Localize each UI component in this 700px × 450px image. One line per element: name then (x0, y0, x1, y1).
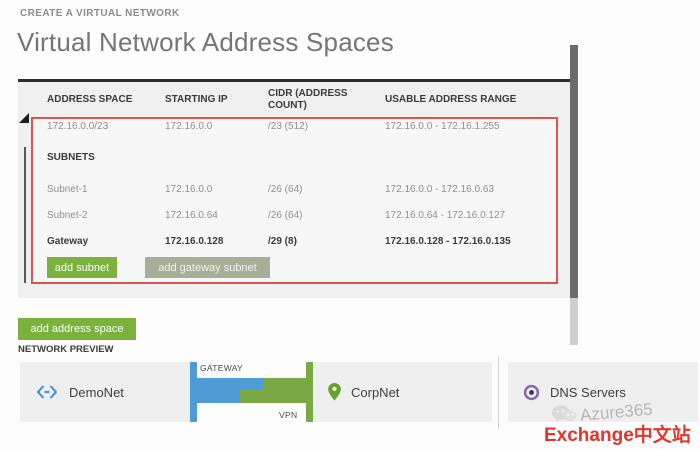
dns-target-icon (523, 384, 540, 401)
usable-range-value: 172.16.0.128 - 172.16.0.135 (385, 236, 511, 247)
starting-ip-value: 172.16.0.128 (165, 236, 224, 247)
subnet-name: Subnet-1 (47, 184, 88, 195)
corpnet-edge-strip (306, 362, 313, 422)
highlight-rectangle (31, 117, 558, 284)
vnet-edge-strip (190, 362, 197, 422)
corpnet-box: CorpNet (313, 362, 492, 422)
cidr-value: /26 (64) (268, 210, 303, 221)
scrollbar-track (570, 298, 578, 345)
table-row-subnet-2[interactable]: Subnet-2 172.16.0.64 /26 (64) 172.16.0.6… (0, 210, 560, 226)
network-preview-label: NETWORK PREVIEW (18, 344, 114, 355)
address-space-value: 172.16.0.0/23 (47, 121, 109, 132)
watermark-brand: Azure365 (550, 397, 654, 431)
breadcrumb: CREATE A VIRTUAL NETWORK (20, 8, 180, 19)
table-row-gateway[interactable]: Gateway 172.16.0.128 /29 (8) 172.16.0.12… (0, 236, 560, 252)
column-header-address-space: ADDRESS SPACE (47, 94, 133, 105)
virtual-network-icon (35, 384, 59, 400)
dns-name: DNS Servers (550, 384, 626, 400)
wechat-icon (550, 403, 578, 430)
starting-ip-value: 172.16.0.0 (165, 121, 213, 132)
starting-ip-value: 172.16.0.64 (165, 210, 218, 221)
gateway-connector-blue (197, 378, 263, 390)
add-subnet-button[interactable]: add subnet (47, 257, 117, 278)
starting-ip-value: 172.16.0.0 (165, 184, 213, 195)
subnet-name: Gateway (47, 236, 89, 247)
expander-triangle-icon[interactable] (19, 113, 29, 123)
corpnet-name: CorpNet (351, 384, 400, 400)
cidr-value: /26 (64) (268, 184, 303, 195)
scrollbar-thumb[interactable] (570, 45, 578, 298)
cidr-value: /23 (512) (268, 121, 309, 132)
gateway-label: GATEWAY (200, 363, 244, 373)
usable-range-value: 172.16.0.0 - 172.16.0.63 (385, 184, 494, 195)
page-title: Virtual Network Address Spaces (17, 27, 394, 57)
column-header-cidr: CIDR (ADDRESS COUNT) (268, 88, 348, 111)
subnet-name: Subnet-2 (47, 210, 88, 221)
vpn-label: VPN (279, 410, 298, 420)
vpn-connector-green (240, 390, 306, 403)
add-gateway-subnet-button[interactable]: add gateway subnet (145, 257, 270, 278)
tree-guide-line (24, 147, 26, 283)
address-space-row[interactable]: 172.16.0.0/23 172.16.0.0 /23 (512) 172.1… (0, 121, 560, 137)
preview-divider (498, 356, 499, 430)
location-pin-icon (328, 383, 341, 401)
vnet-demonet-box: DemoNet (20, 362, 190, 422)
vnet-name: DemoNet (69, 384, 124, 400)
watermark-site-text: Exchange中文站 (544, 425, 691, 446)
subnets-section-label: SUBNETS (47, 152, 95, 163)
add-address-space-button[interactable]: add address space (18, 318, 136, 340)
column-header-starting-ip: STARTING IP (165, 94, 228, 105)
dns-servers-box: DNS Servers (508, 362, 698, 422)
usable-range-value: 172.16.0.64 - 172.16.0.127 (385, 210, 506, 221)
cidr-value: /29 (8) (268, 236, 297, 247)
vpn-connector-green (263, 378, 306, 390)
gateway-connector-blue (197, 390, 240, 403)
usable-range-value: 172.16.0.0 - 172.16.1.255 (385, 121, 500, 132)
table-row-subnet-1[interactable]: Subnet-1 172.16.0.0 /26 (64) 172.16.0.0 … (0, 184, 560, 200)
column-header-usable-range: USABLE ADDRESS RANGE (385, 94, 517, 105)
